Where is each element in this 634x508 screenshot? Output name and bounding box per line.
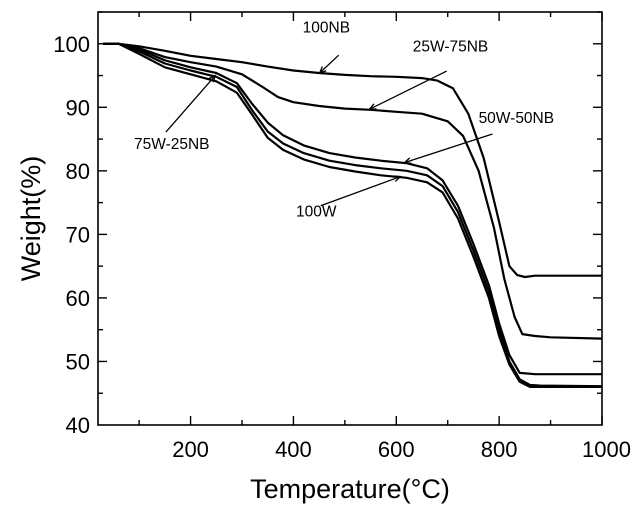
- annotation-label: 50W-50NB: [479, 110, 555, 127]
- series-line-100w: [103, 42, 602, 388]
- y-tick-label: 50: [66, 349, 90, 374]
- y-axis-ticks: 40 50 60 70 80 90 100: [53, 11, 602, 438]
- annotation-label: 100W: [296, 204, 337, 221]
- annotations-layer: 100NB 25W-75NB 50W-50NB 75W-25NB 100W: [134, 19, 554, 220]
- x-tick-label: 600: [378, 437, 415, 462]
- series-layer: [103, 42, 603, 388]
- series-line-75w-25nb: [103, 42, 603, 388]
- x-tick-label: 400: [275, 437, 312, 462]
- y-tick-label: 100: [53, 32, 90, 57]
- y-tick-label: 80: [66, 159, 90, 184]
- y-tick-label: 40: [66, 413, 90, 438]
- annotation-arrowhead: [318, 66, 327, 75]
- plot-area: [97, 11, 603, 426]
- annotation-arrowhead: [402, 157, 412, 164]
- annotation-label: 75W-25NB: [134, 136, 210, 153]
- x-tick-label: 1000: [582, 437, 631, 462]
- y-axis-title: Weight(%): [16, 156, 46, 282]
- annotation-arrow: [404, 133, 493, 164]
- annotation-label: 25W-75NB: [413, 38, 489, 55]
- series-line-25w-75nb: [103, 42, 603, 340]
- x-axis-title: Temperature(°C): [250, 474, 450, 504]
- annotation-arrow: [369, 70, 447, 110]
- annotation-label: 100NB: [303, 19, 350, 36]
- annotation-arrow: [319, 54, 340, 74]
- x-axis-ticks: 200 400 600 800 1000: [138, 12, 631, 462]
- annotation-arrowhead: [208, 74, 217, 83]
- axes-frame: [97, 11, 603, 426]
- series-line-100nb: [103, 42, 602, 279]
- y-tick-label: 70: [66, 222, 90, 247]
- annotation-arrowhead: [393, 175, 402, 182]
- annotation-arrowhead: [368, 103, 377, 110]
- x-tick-label: 200: [172, 437, 209, 462]
- series-line-50w-50nb: [103, 42, 602, 376]
- y-tick-label: 60: [66, 286, 90, 311]
- y-tick-label: 90: [66, 95, 90, 120]
- annotation-arrow: [320, 175, 401, 207]
- x-tick-label: 800: [481, 437, 518, 462]
- annotation-arrow: [165, 75, 216, 133]
